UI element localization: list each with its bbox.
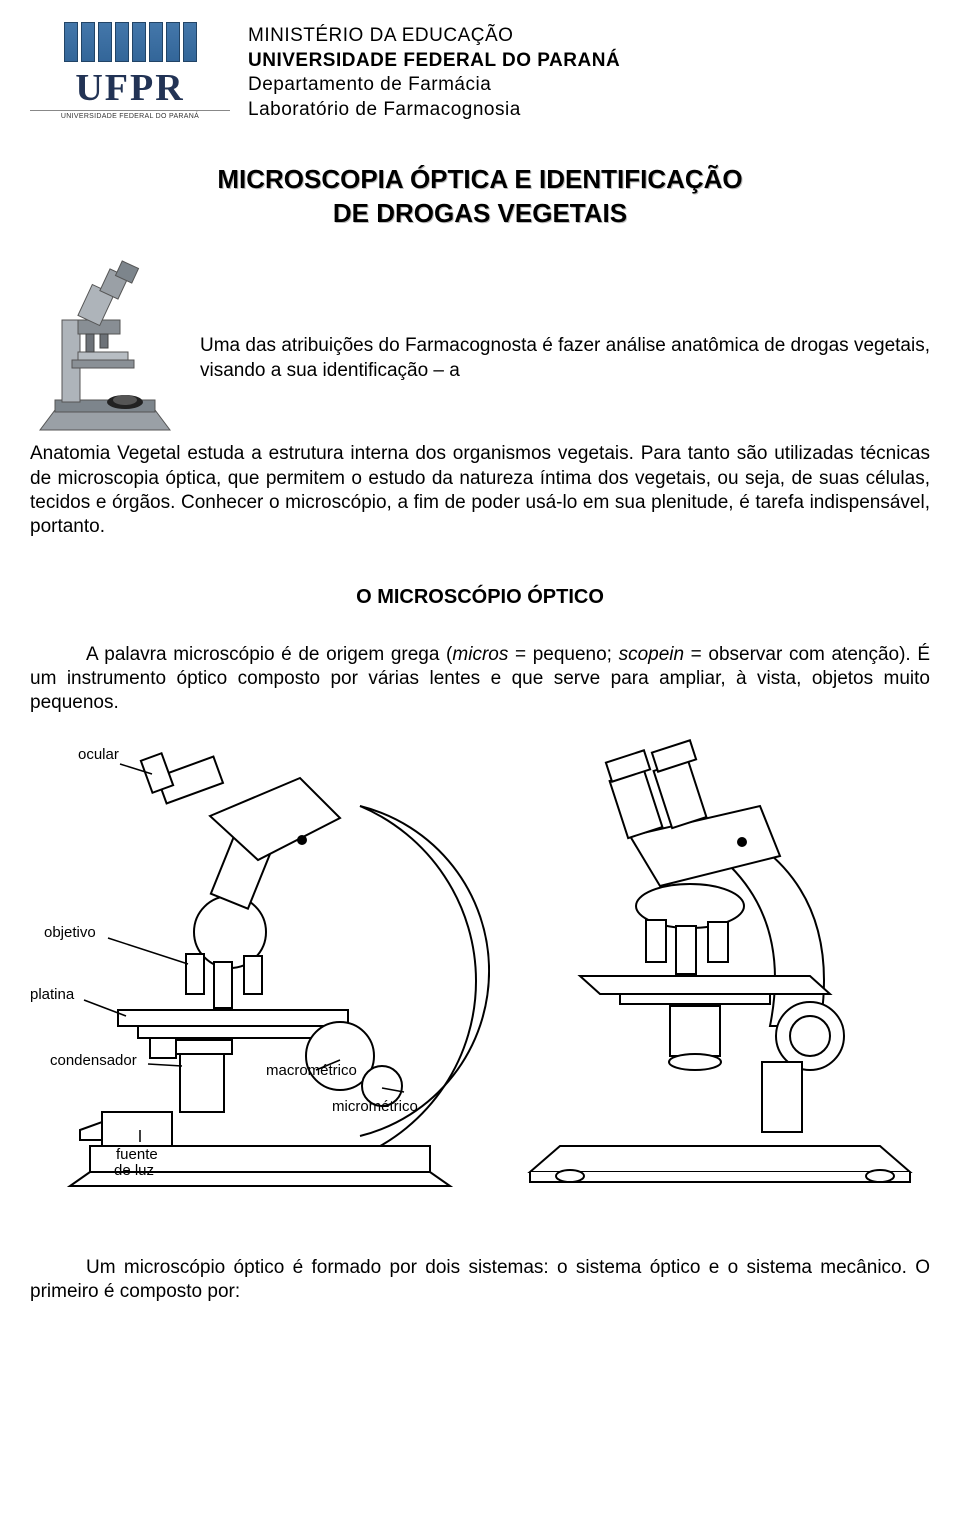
document-header: UFPR UNIVERSIDADE FEDERAL DO PARANÁ MINI… [30, 20, 930, 123]
label-macrometrico: macrométrico [266, 1062, 357, 1079]
label-de-luz: de luz [114, 1162, 154, 1179]
intro-lead-text: Uma das atribuições do Farmacognosta é f… [200, 260, 930, 383]
intro-continuation-text: Anatomia Vegetal estuda a estrutura inte… [30, 442, 930, 539]
label-objetivo: objetivo [44, 924, 96, 941]
header-line-4: Laboratório de Farmacognosia [248, 98, 620, 123]
label-platina: platina [30, 986, 74, 1003]
logo-acronym: UFPR [30, 66, 230, 110]
intro-row: Uma das atribuições do Farmacognosta é f… [30, 260, 930, 440]
closing-paragraph: Um microscópio óptico é formado por dois… [30, 1256, 930, 1305]
p1-b: = pequeno; [508, 644, 618, 665]
logo-subtitle: UNIVERSIDADE FEDERAL DO PARANÁ [30, 110, 230, 120]
label-ocular: ocular [78, 746, 119, 763]
microscope-clipart-icon [30, 260, 180, 440]
binocular-microscope-diagram [510, 726, 930, 1186]
label-condensador: condensador [50, 1052, 137, 1069]
microscope-diagrams: ocular objetivo platina condensador macr… [30, 726, 930, 1196]
header-line-1: MINISTÉRIO DA EDUCAÇÃO [248, 24, 620, 49]
ufpr-logo: UFPR UNIVERSIDADE FEDERAL DO PARANÁ [30, 20, 230, 120]
section-title: O MICROSCÓPIO ÓPTICO [30, 586, 930, 609]
label-fuente: fuente [116, 1146, 158, 1163]
document-title: MICROSCOPIA ÓPTICA E IDENTIFICAÇÃO DE DR… [30, 163, 930, 231]
body-paragraph-1: A palavra microscópio é de origem grega … [30, 643, 930, 716]
title-line-2: DE DROGAS VEGETAIS [30, 197, 930, 231]
header-text-block: MINISTÉRIO DA EDUCAÇÃO UNIVERSIDADE FEDE… [248, 20, 620, 123]
monocular-microscope-diagram: ocular objetivo platina condensador macr… [30, 726, 490, 1196]
p1-micros: micros [452, 644, 508, 665]
p1-scopein: scopein [619, 644, 685, 665]
header-line-3: Departamento de Farmácia [248, 73, 620, 98]
title-line-1: MICROSCOPIA ÓPTICA E IDENTIFICAÇÃO [30, 163, 930, 197]
header-line-2: UNIVERSIDADE FEDERAL DO PARANÁ [248, 49, 620, 74]
label-micrometrico: micrométrico [332, 1098, 418, 1115]
p1-a: A palavra microscópio é de origem grega … [86, 644, 452, 665]
